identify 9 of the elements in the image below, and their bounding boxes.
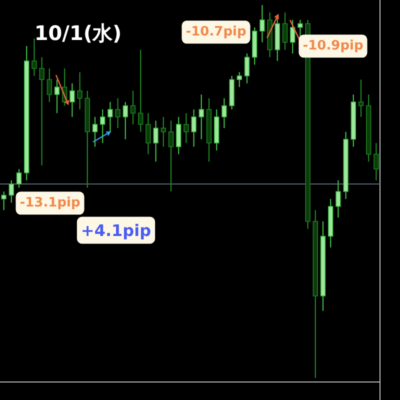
annotation: -10.9pip: [302, 38, 364, 54]
annotation: +4.1pip: [76, 216, 156, 244]
annotation: -13.1pip: [20, 196, 80, 211]
annotation: -10.7pip: [182, 20, 250, 44]
annotation: -10.9pip: [298, 34, 368, 58]
annotation: -10.7pip: [186, 24, 246, 40]
annotation: +4.1pip: [80, 220, 152, 240]
annotation: -13.1pip: [16, 192, 84, 215]
text: 10/1(水): [34, 21, 122, 45]
